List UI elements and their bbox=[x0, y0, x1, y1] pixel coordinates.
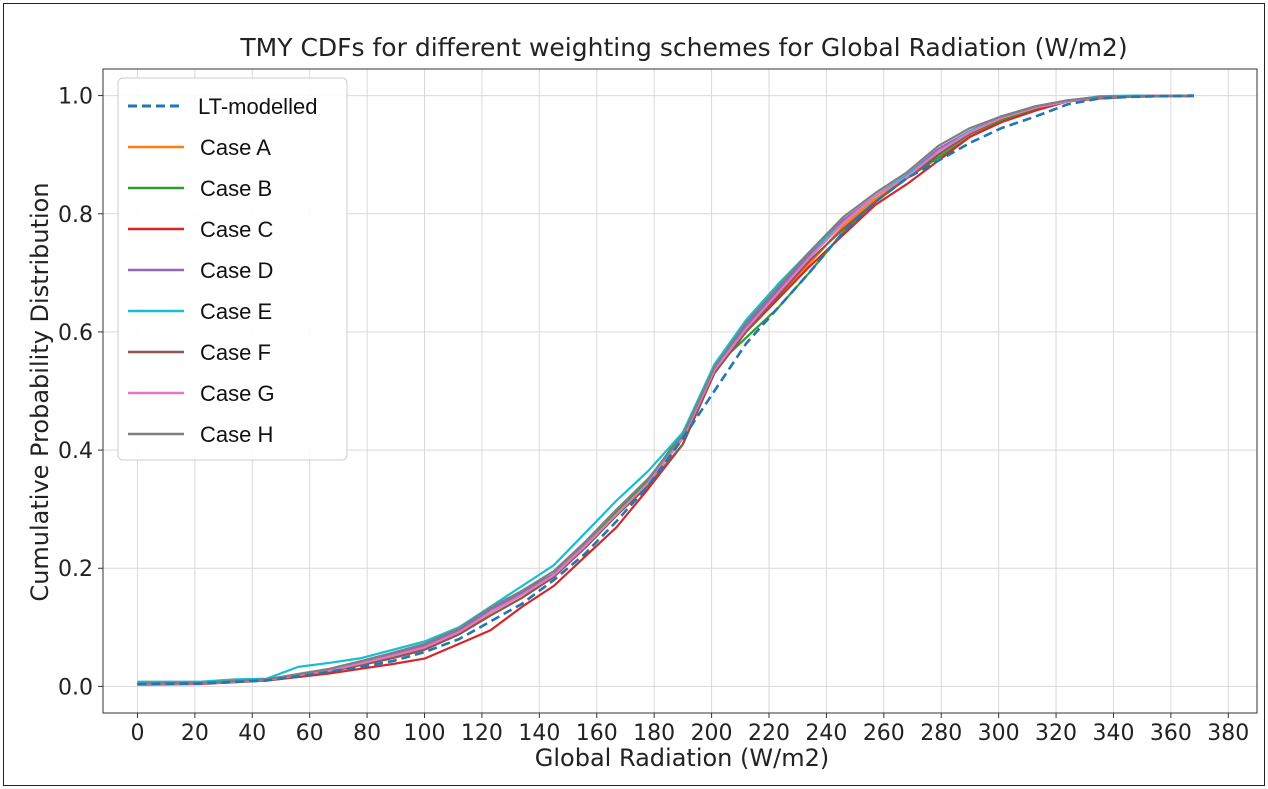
y-tick-label: 0.4 bbox=[58, 439, 93, 464]
x-tick-label: 20 bbox=[181, 721, 209, 746]
plot-area bbox=[102, 68, 1258, 714]
x-tick-label: 40 bbox=[238, 721, 266, 746]
x-tick-label: 100 bbox=[404, 721, 446, 746]
cdf-line-chart: TMY CDFs for different weighting schemes… bbox=[26, 33, 1258, 772]
y-tick-label: 0.6 bbox=[58, 321, 93, 346]
y-tick-label: 0.2 bbox=[58, 557, 93, 582]
legend-label: LT-modelled bbox=[198, 94, 317, 119]
x-tick-label: 300 bbox=[978, 721, 1020, 746]
legend-label: Case H bbox=[200, 422, 273, 447]
legend-label: Case B bbox=[200, 176, 272, 201]
x-tick-label: 200 bbox=[691, 721, 733, 746]
x-axis: 0 20 40 60 80 100 120 140 160 180 200 220 240 260 280 3… bbox=[130, 713, 1249, 746]
x-tick-label: 0 bbox=[130, 721, 144, 746]
x-tick-label: 60 bbox=[296, 721, 324, 746]
y-tick-label: 1.0 bbox=[58, 85, 93, 110]
legend-box bbox=[117, 77, 348, 461]
legend-label: Case E bbox=[200, 299, 272, 324]
x-tick-label: 260 bbox=[863, 721, 905, 746]
x-tick-label: 160 bbox=[576, 721, 618, 746]
y-axis-title: Cumulative Probability Distribution bbox=[26, 182, 54, 601]
x-tick-label: 340 bbox=[1092, 721, 1134, 746]
grid bbox=[103, 69, 1257, 713]
x-tick-label: 220 bbox=[748, 721, 790, 746]
y-tick-label: 0.8 bbox=[58, 203, 93, 228]
x-axis-title: Global Radiation (W/m2) bbox=[535, 744, 829, 772]
x-tick-label: 280 bbox=[920, 721, 962, 746]
legend-label: Case F bbox=[200, 340, 271, 365]
legend-label: Case A bbox=[200, 135, 271, 160]
series-line-case-h bbox=[137, 94, 1194, 685]
figure-frame: TMY CDFs for different weighting schemes… bbox=[3, 3, 1265, 786]
x-tick-label: 140 bbox=[518, 721, 560, 746]
y-tick-label: 0.0 bbox=[58, 675, 93, 700]
x-tick-label: 120 bbox=[461, 721, 503, 746]
chart-title: TMY CDFs for different weighting schemes… bbox=[239, 33, 1127, 62]
x-tick-label: 320 bbox=[1035, 721, 1077, 746]
x-tick-label: 80 bbox=[353, 721, 381, 746]
legend: LT-modelled Case A Case B Case C Case D Case … bbox=[117, 77, 348, 461]
x-tick-label: 240 bbox=[805, 721, 847, 746]
x-tick-label: 180 bbox=[633, 721, 675, 746]
x-tick-label: 380 bbox=[1207, 721, 1249, 746]
x-tick-label: 360 bbox=[1150, 721, 1192, 746]
series-lines bbox=[137, 94, 1194, 686]
legend-label: Case G bbox=[200, 381, 275, 406]
legend-label: Case D bbox=[200, 258, 273, 283]
y-axis: 0.0 0.2 0.4 0.6 0.8 1.0 bbox=[58, 85, 103, 700]
legend-label: Case C bbox=[200, 217, 273, 242]
series-line-case-g bbox=[137, 94, 1194, 686]
series-line-lt-modelled bbox=[137, 94, 1194, 686]
